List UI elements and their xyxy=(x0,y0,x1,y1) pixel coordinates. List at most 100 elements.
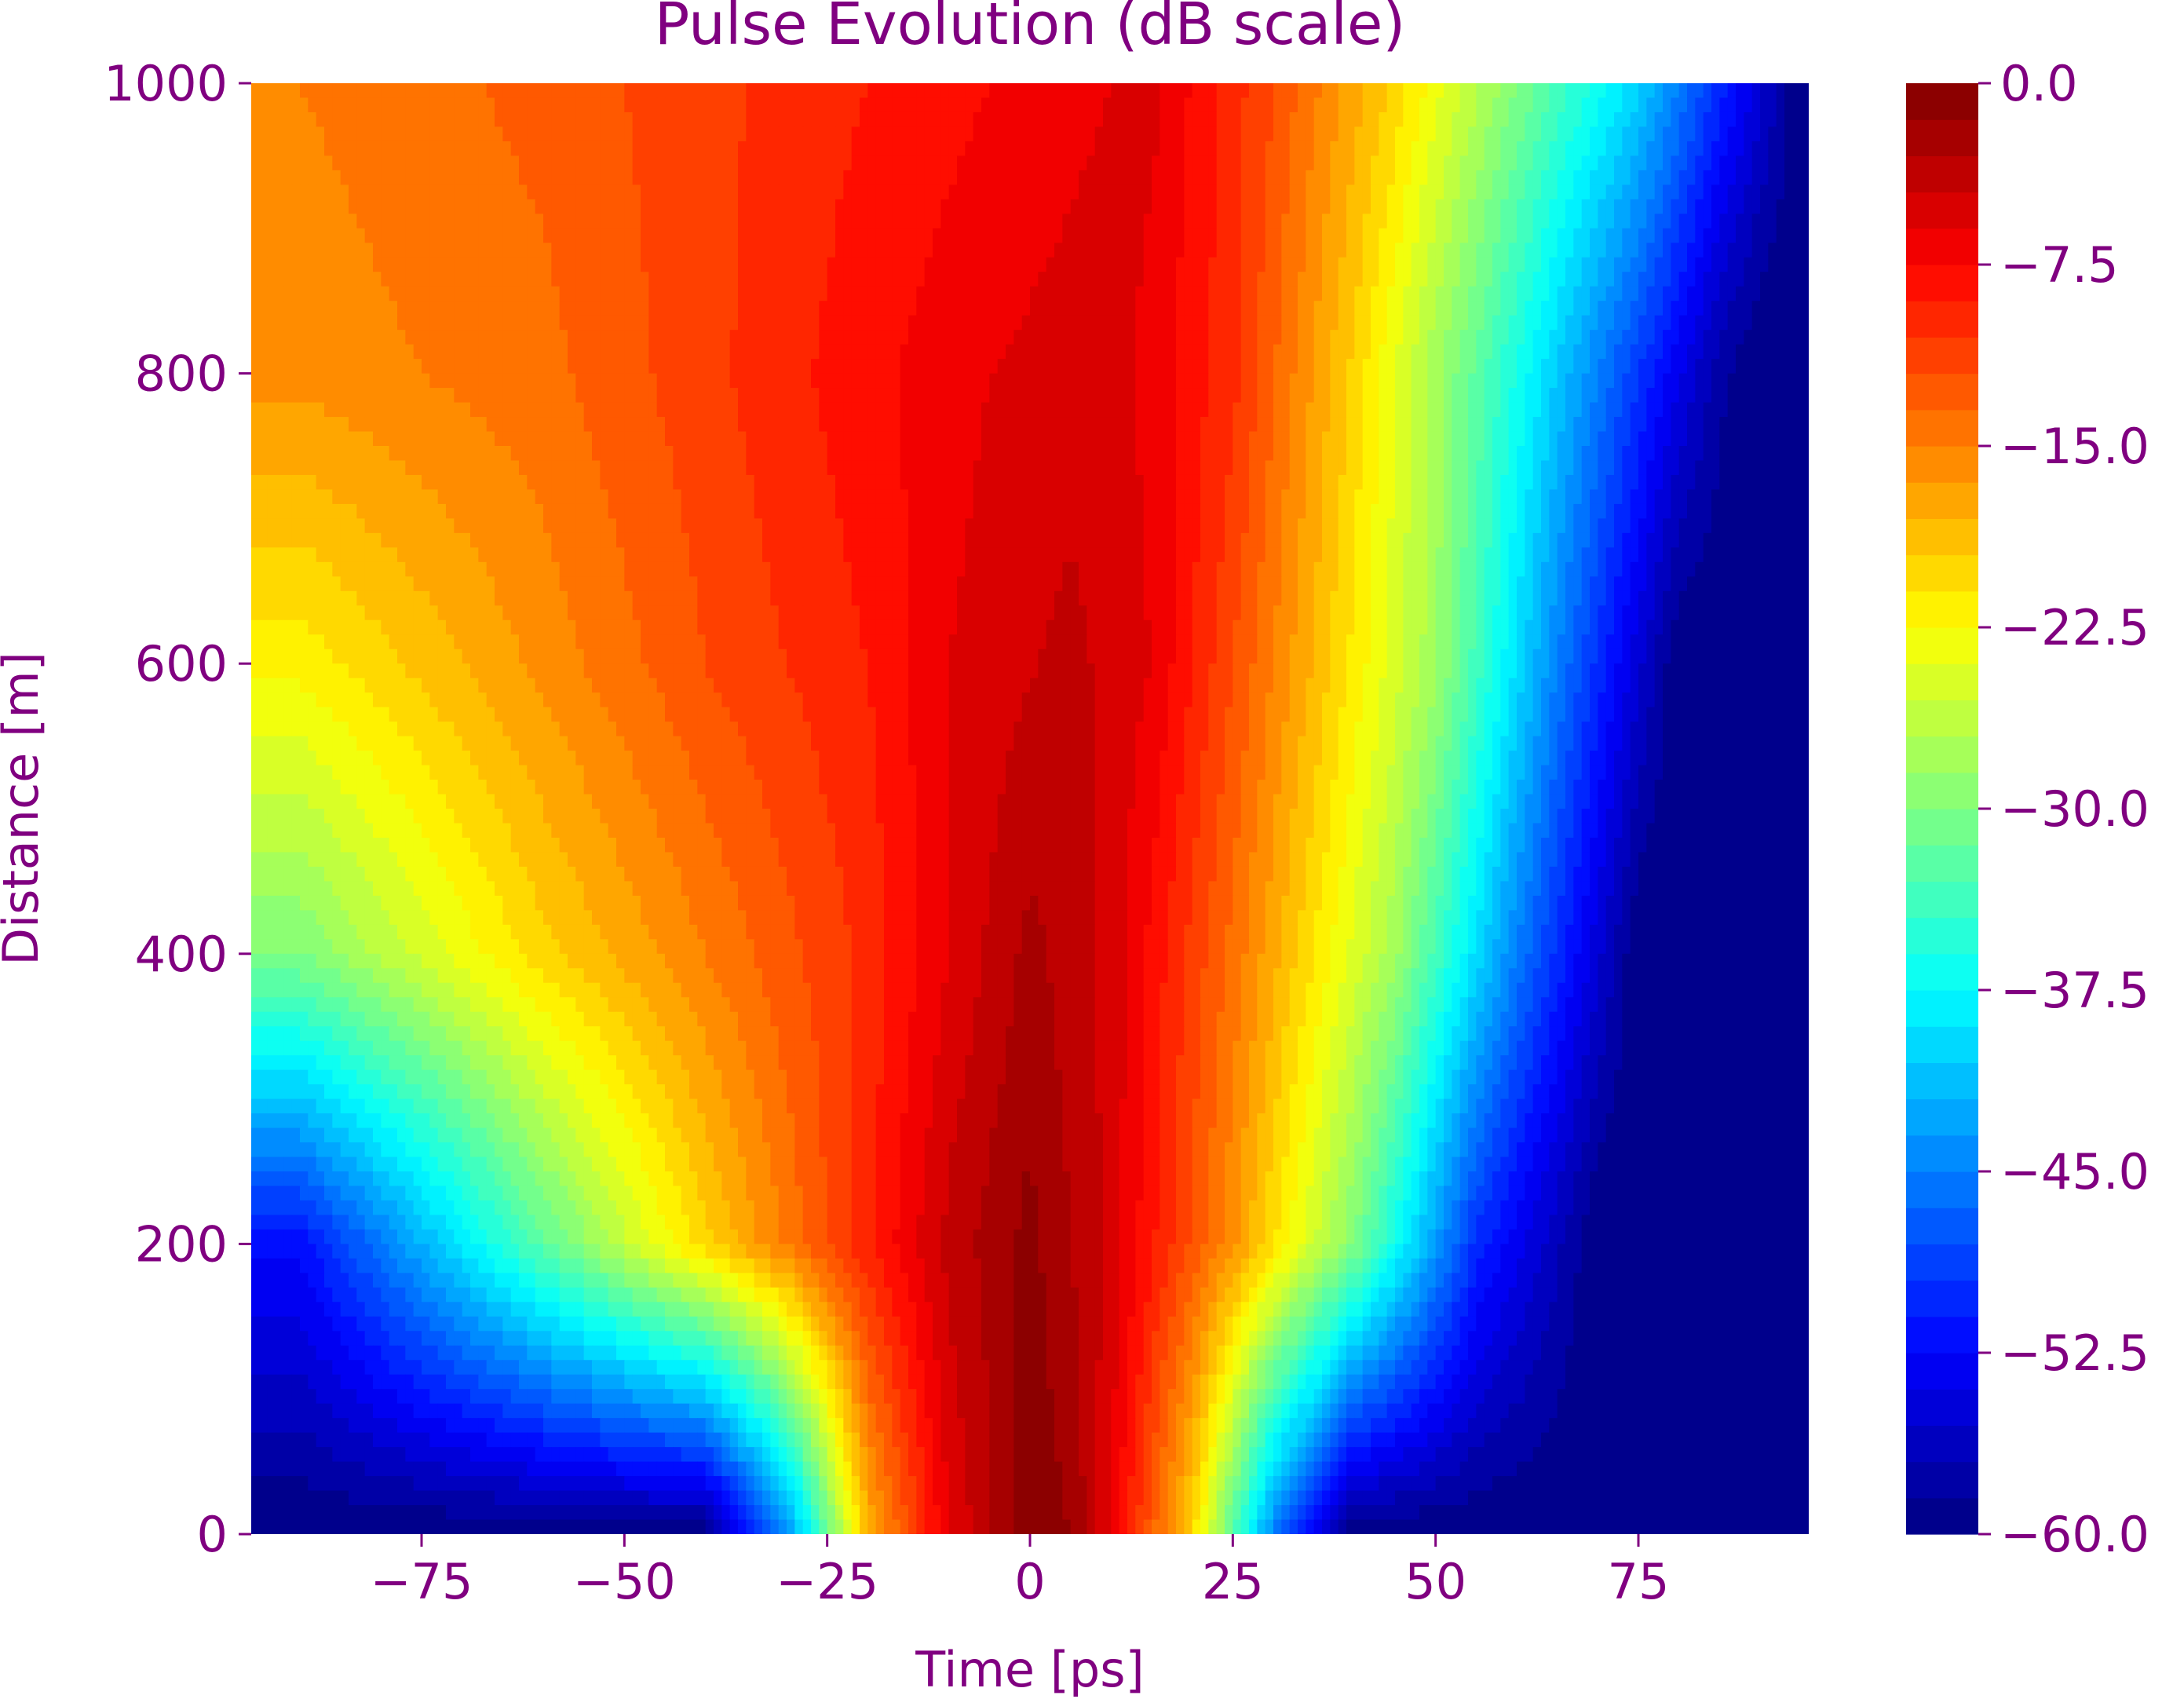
contour-cell xyxy=(1395,446,1404,462)
contour-cell xyxy=(349,170,357,185)
contour-cell xyxy=(1541,330,1550,345)
contour-cell xyxy=(543,301,552,316)
contour-cell xyxy=(1711,373,1720,389)
contour-cell xyxy=(1208,315,1218,331)
contour-cell xyxy=(1614,344,1623,360)
contour-cell xyxy=(1330,359,1339,375)
contour-cell xyxy=(478,315,488,331)
contour-cell xyxy=(535,185,544,200)
contour-cell xyxy=(1240,373,1250,389)
contour-cell xyxy=(1517,315,1525,331)
contour-cell xyxy=(933,243,941,258)
contour-cell xyxy=(738,286,747,301)
contour-cell xyxy=(1687,446,1696,462)
contour-cell xyxy=(1492,243,1501,258)
contour-cell xyxy=(867,373,877,389)
contour-cell xyxy=(1167,315,1177,331)
contour-cell xyxy=(1054,185,1063,200)
contour-cell xyxy=(835,83,844,99)
contour-cell xyxy=(1768,446,1777,462)
contour-cell xyxy=(1127,330,1136,345)
contour-cell xyxy=(1249,417,1258,433)
contour-cell xyxy=(1046,214,1055,229)
contour-cell xyxy=(729,330,739,345)
contour-cell xyxy=(1240,228,1250,243)
contour-cell xyxy=(1006,446,1014,462)
contour-cell xyxy=(1630,243,1639,258)
contour-cell xyxy=(705,214,714,229)
contour-cell xyxy=(527,185,536,200)
contour-cell xyxy=(1598,185,1607,200)
contour-cell xyxy=(1225,446,1233,462)
contour-cell xyxy=(1695,170,1704,185)
contour-cell xyxy=(973,417,982,433)
contour-cell xyxy=(1127,257,1136,272)
contour-cell xyxy=(1500,417,1510,433)
contour-cell xyxy=(316,286,325,301)
contour-cell xyxy=(454,214,463,229)
contour-cell xyxy=(1549,243,1558,258)
contour-cell xyxy=(933,155,941,171)
contour-cell xyxy=(1508,170,1517,185)
contour-cell xyxy=(454,155,463,171)
contour-cell xyxy=(1143,170,1152,185)
contour-cell xyxy=(1152,257,1160,272)
contour-cell xyxy=(1678,301,1688,316)
contour-cell xyxy=(948,417,958,433)
contour-cell xyxy=(1167,141,1177,156)
contour-cell xyxy=(324,126,333,142)
contour-cell xyxy=(1249,330,1258,345)
contour-cell xyxy=(551,185,561,200)
contour-cell xyxy=(1013,359,1023,375)
contour-cell xyxy=(1354,214,1364,229)
contour-cell xyxy=(705,243,714,258)
contour-cell xyxy=(1573,83,1583,99)
contour-cell xyxy=(1079,330,1087,345)
contour-cell xyxy=(714,344,722,360)
contour-cell xyxy=(478,272,488,287)
contour-cell xyxy=(1346,170,1355,185)
contour-cell xyxy=(860,359,868,375)
contour-cell xyxy=(851,344,860,360)
contour-cell xyxy=(1006,170,1014,185)
contour-cell xyxy=(373,431,382,447)
contour-cell xyxy=(1152,126,1160,142)
contour-cell xyxy=(1549,301,1558,316)
contour-cell xyxy=(1760,402,1769,418)
contour-cell xyxy=(827,359,836,375)
contour-cell xyxy=(1638,170,1647,185)
contour-cell xyxy=(997,170,1006,185)
contour-cell xyxy=(1695,155,1704,171)
contour-cell xyxy=(1671,214,1680,229)
contour-cell xyxy=(1711,301,1720,316)
contour-cell xyxy=(291,286,301,301)
contour-cell xyxy=(1103,214,1112,229)
contour-cell xyxy=(1184,330,1193,345)
contour-cell xyxy=(1030,214,1039,229)
contour-cell xyxy=(259,431,268,447)
contour-cell xyxy=(1581,330,1591,345)
contour-cell xyxy=(819,286,828,301)
contour-cell xyxy=(1776,214,1785,229)
contour-cell xyxy=(981,257,990,272)
contour-cell xyxy=(1338,431,1347,447)
contour-cell xyxy=(502,373,512,389)
contour-cell xyxy=(405,286,415,301)
contour-cell xyxy=(957,272,966,287)
contour-cell xyxy=(349,155,357,171)
contour-cell xyxy=(933,170,941,185)
contour-cell xyxy=(356,111,366,128)
contour-cell xyxy=(1452,126,1461,142)
contour-cell xyxy=(867,170,877,185)
contour-cell xyxy=(316,111,325,128)
contour-cell xyxy=(892,431,901,447)
contour-cell xyxy=(1419,388,1428,404)
contour-cell xyxy=(1403,344,1412,360)
contour-cell xyxy=(1143,257,1152,272)
contour-cell xyxy=(1703,199,1712,214)
contour-cell xyxy=(778,301,787,316)
contour-cell xyxy=(1289,111,1298,128)
contour-cell xyxy=(543,344,552,360)
contour-cell xyxy=(981,359,990,375)
contour-cell xyxy=(551,417,561,433)
